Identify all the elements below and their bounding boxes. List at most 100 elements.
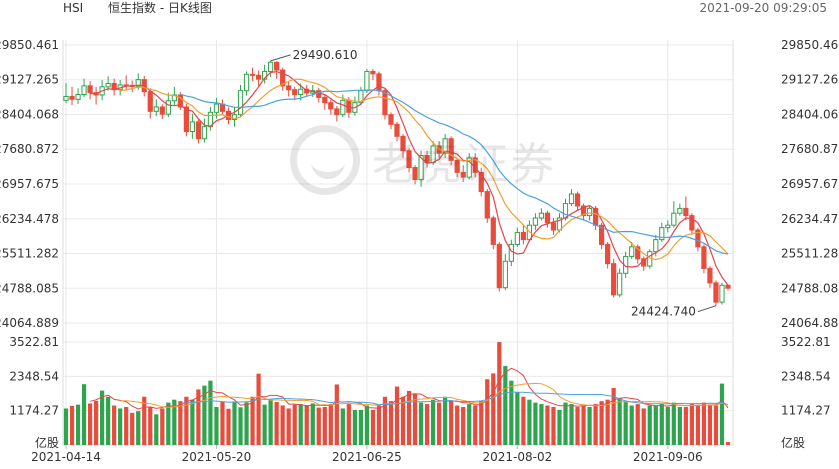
volume-bar[interactable] [232, 401, 237, 445]
candle-body[interactable] [183, 106, 189, 133]
candle-body[interactable] [466, 157, 472, 178]
candle-body[interactable] [659, 227, 665, 241]
candle-body[interactable] [544, 212, 551, 224]
candle-body[interactable] [701, 246, 707, 269]
volume-bar[interactable] [292, 404, 297, 445]
candle-body[interactable] [280, 69, 286, 87]
volume-bar[interactable] [124, 406, 129, 445]
candle-body[interactable] [574, 193, 581, 207]
volume-bar[interactable] [551, 406, 556, 445]
volume-bar[interactable] [316, 407, 321, 445]
candle-body[interactable] [532, 217, 539, 226]
volume-bar[interactable] [334, 384, 339, 445]
volume-bar[interactable] [93, 400, 99, 445]
candle-body[interactable] [605, 243, 611, 265]
candle-body[interactable] [63, 95, 69, 101]
candle-body[interactable] [376, 73, 382, 92]
volume-bar[interactable] [286, 408, 291, 445]
volume-bar[interactable] [563, 402, 568, 445]
candle-body[interactable] [394, 123, 400, 137]
volume-bar[interactable] [406, 390, 412, 445]
volume-bar[interactable] [431, 399, 436, 445]
volume-bar[interactable] [310, 403, 315, 445]
volume-bar[interactable] [244, 402, 249, 445]
candle-body[interactable] [550, 222, 557, 231]
volume-bar[interactable] [226, 408, 231, 445]
volume-bar[interactable] [160, 408, 165, 445]
volume-bar[interactable] [328, 404, 333, 445]
candle-body[interactable] [520, 231, 526, 241]
candle-body[interactable] [586, 207, 593, 217]
volume-bar[interactable] [69, 405, 75, 445]
volume-bar[interactable] [575, 406, 580, 445]
volume-bar[interactable] [533, 402, 538, 445]
candle-body[interactable] [189, 121, 195, 133]
candle-body[interactable] [496, 243, 502, 289]
volume-bar[interactable] [611, 387, 616, 445]
candle-body[interactable] [617, 272, 623, 296]
volume-bar[interactable] [166, 402, 171, 445]
volume-bar[interactable] [382, 396, 388, 445]
candle-body[interactable] [382, 90, 388, 116]
volume-bar[interactable] [352, 409, 357, 445]
volume-bar[interactable] [587, 406, 592, 445]
volume-bar[interactable] [87, 403, 93, 445]
volume-bar[interactable] [719, 383, 725, 445]
volume-bar[interactable] [581, 405, 586, 445]
volume-bar[interactable] [593, 404, 598, 445]
volume-bar[interactable] [196, 389, 201, 445]
volume-bar[interactable] [394, 386, 400, 445]
candle-body[interactable] [490, 217, 496, 245]
volume-bar[interactable] [599, 401, 604, 445]
candle-body[interactable] [568, 193, 575, 205]
candle-body[interactable] [268, 61, 274, 72]
volume-bar[interactable] [424, 404, 430, 445]
volume-bar[interactable] [683, 406, 688, 445]
volume-bar[interactable] [521, 396, 526, 445]
candle-body[interactable] [316, 90, 322, 98]
volume-bar[interactable] [479, 401, 484, 445]
volume-bar[interactable] [190, 399, 195, 445]
volume-bar[interactable] [256, 373, 261, 445]
candle-body[interactable] [195, 121, 202, 140]
candle-body[interactable] [364, 70, 370, 92]
candle-body[interactable] [538, 212, 545, 219]
volume-bar[interactable] [63, 408, 69, 445]
volume-bar[interactable] [322, 406, 327, 445]
candle-body[interactable] [237, 90, 244, 116]
volume-bar[interactable] [617, 398, 622, 445]
candle-body[interactable] [201, 126, 208, 140]
candle-body[interactable] [562, 203, 569, 219]
candle-body[interactable] [677, 207, 683, 214]
volume-bar[interactable] [81, 384, 87, 445]
volume-bar[interactable] [142, 396, 147, 445]
volume-bar[interactable] [412, 393, 418, 445]
candle-body[interactable] [219, 103, 226, 112]
candle-body[interactable] [153, 106, 159, 112]
volume-bar[interactable] [364, 405, 370, 445]
volume-bar[interactable] [112, 405, 117, 445]
candle-body[interactable] [274, 61, 280, 71]
candlestick-series[interactable] [63, 60, 731, 306]
candle-body[interactable] [298, 88, 304, 96]
volume-bar[interactable] [659, 404, 664, 445]
candle-body[interactable] [165, 100, 171, 115]
candle-body[interactable] [231, 114, 238, 121]
candle-body[interactable] [87, 85, 93, 94]
candle-body[interactable] [713, 282, 719, 303]
candle-body[interactable] [243, 73, 250, 92]
volume-bar[interactable] [545, 405, 550, 445]
candle-body[interactable] [105, 82, 111, 88]
candle-body[interactable] [653, 239, 659, 253]
volume-bar[interactable] [118, 408, 123, 445]
volume-bar[interactable] [418, 402, 424, 445]
volume-bar[interactable] [455, 405, 460, 445]
candle-body[interactable] [484, 191, 490, 219]
volume-bar[interactable] [491, 373, 496, 445]
volume-bar[interactable] [629, 405, 634, 445]
candle-body[interactable] [75, 94, 81, 100]
candle-body[interactable] [725, 284, 731, 289]
candle-body[interactable] [346, 99, 352, 113]
volume-bar[interactable] [689, 404, 694, 445]
volume-bar[interactable] [677, 406, 682, 445]
